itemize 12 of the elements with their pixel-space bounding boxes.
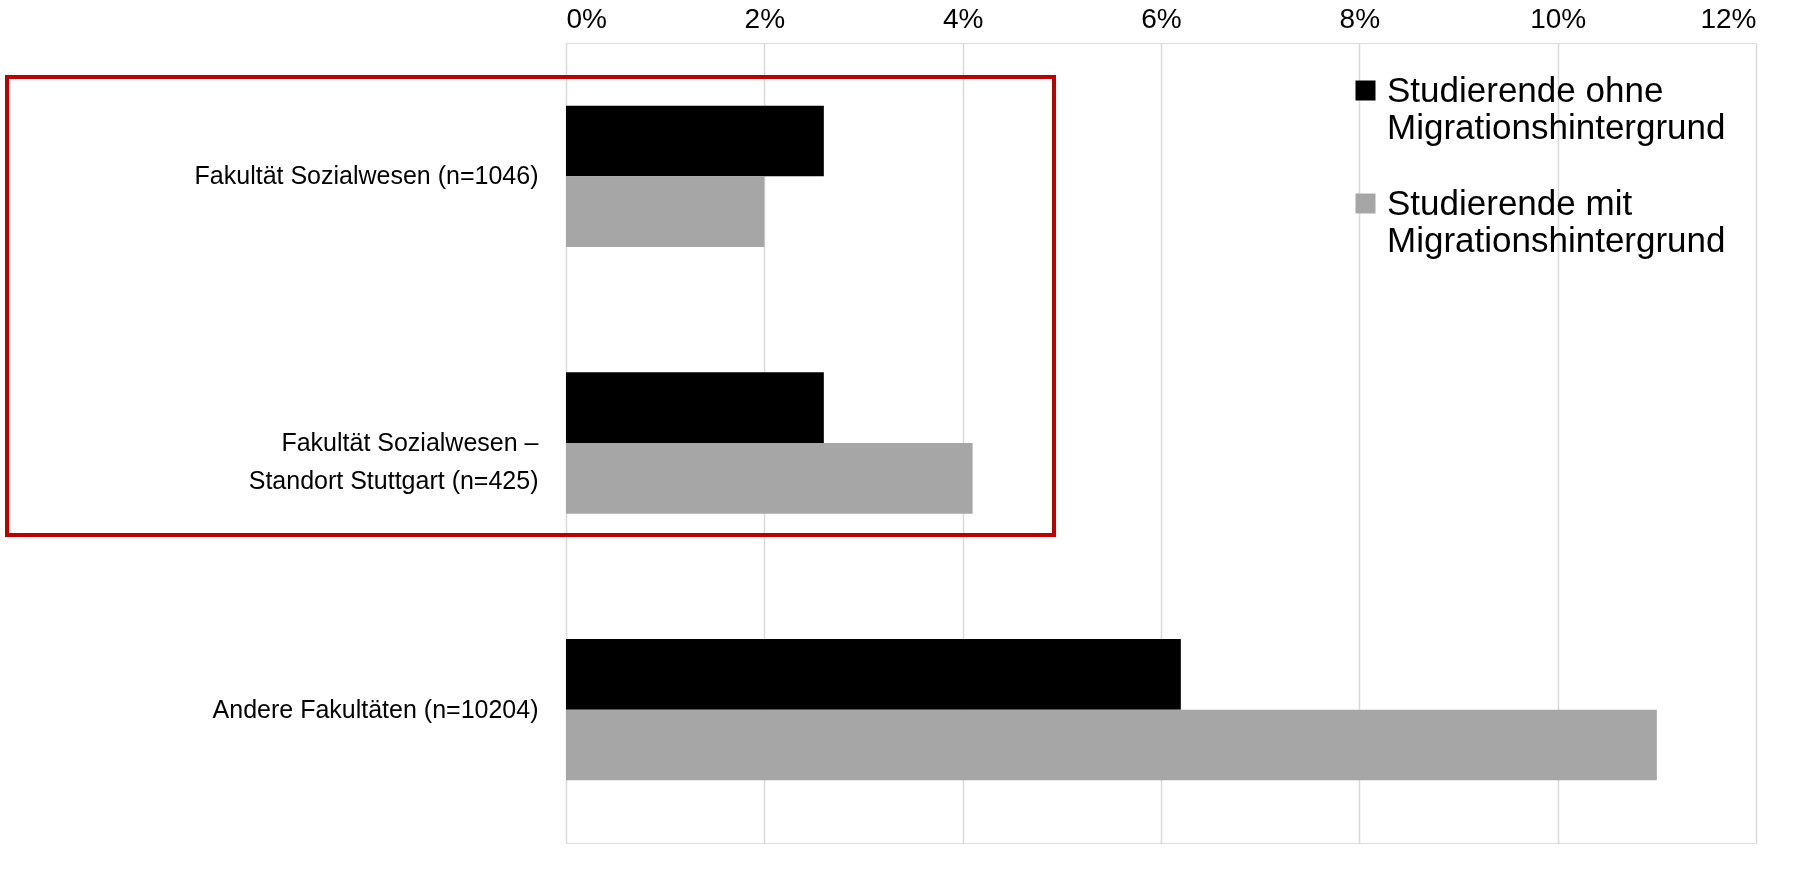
y-tick-label: Fakultät Sozialwesen – Standort Stuttgart (n=425) xyxy=(248,428,539,494)
x-tick-label: 10% xyxy=(1530,2,1587,34)
legend-label: Studierende ohne Migrationshintergrund xyxy=(1387,69,1726,146)
x-tick-label: 0% xyxy=(566,2,607,34)
x-tick-label: 12% xyxy=(1700,2,1757,34)
y-tick-label: Fakultät Sozialwesen (n=1046) xyxy=(194,161,539,190)
x-tick-label: 8% xyxy=(1339,2,1381,34)
x-tick-label: 2% xyxy=(744,2,786,34)
x-tick-label: 6% xyxy=(1141,2,1182,34)
legend-label: Studierende mit Migrationshintergrund xyxy=(1387,182,1726,259)
y-tick-label: Andere Fakultäten (n=10204) xyxy=(212,694,539,723)
x-tick-label: 4% xyxy=(942,2,984,34)
